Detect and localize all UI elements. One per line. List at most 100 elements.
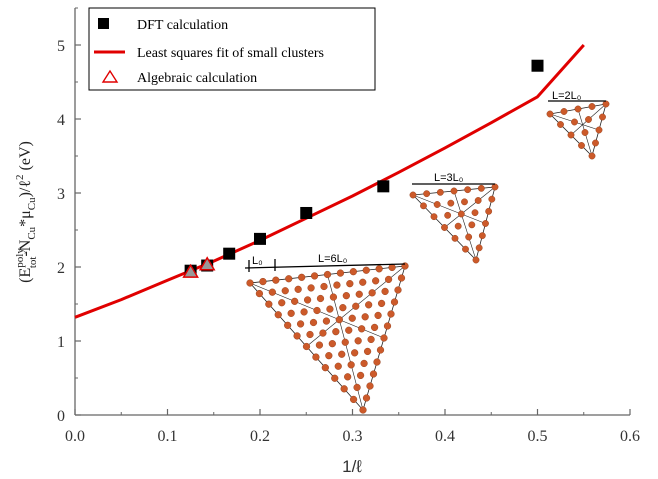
cluster-atom: [341, 385, 348, 392]
cluster-atom: [352, 303, 359, 310]
cluster-atom: [355, 337, 362, 344]
legend-dft-marker: [98, 18, 109, 29]
cluster-atom: [284, 322, 291, 329]
cluster-atom: [278, 299, 285, 306]
cluster-atom: [371, 324, 378, 331]
cluster-atom: [323, 318, 330, 325]
dft-point: [532, 60, 544, 72]
cluster-atom: [275, 311, 282, 318]
cluster-atom: [398, 275, 405, 282]
cluster-atom: [578, 142, 584, 148]
y-tick-label: 3: [57, 186, 65, 203]
cluster-atom: [582, 129, 588, 135]
legend-fit-label: Least squares fit of small clusters: [137, 46, 324, 61]
cluster-atom: [485, 208, 491, 214]
cluster-atom: [265, 301, 272, 308]
x-tick-label: 0.1: [158, 428, 178, 445]
cluster-atom: [314, 307, 321, 314]
cluster-atom: [464, 186, 470, 192]
dft-point: [254, 233, 266, 245]
cluster-atom: [376, 265, 383, 272]
cluster-atom: [367, 383, 374, 390]
cluster-atom: [368, 336, 375, 343]
cluster-atom: [410, 192, 416, 198]
cluster-atom: [331, 375, 338, 382]
cluster-atom: [489, 196, 495, 202]
cluster-atom: [391, 299, 398, 306]
cluster-atom: [272, 277, 279, 284]
cluster-atom: [358, 325, 365, 332]
cluster-atom: [461, 199, 467, 205]
cluster-atom: [589, 153, 595, 159]
cluster-atom: [291, 298, 298, 305]
cluster-atom: [599, 114, 605, 120]
cluster-atom: [448, 200, 454, 206]
cluster-atom: [345, 327, 352, 334]
cluster-atom: [330, 294, 337, 301]
cluster-atom: [349, 315, 356, 322]
cluster-atom: [395, 287, 402, 294]
cluster-atom: [269, 289, 276, 296]
cluster-atom: [301, 309, 308, 316]
cluster-atom: [310, 319, 317, 326]
cluster-atom: [363, 395, 370, 402]
cluster-atom: [320, 330, 327, 337]
dft-point: [300, 207, 312, 219]
annotation-l2: L=2L₀: [552, 90, 581, 102]
cluster-atom: [444, 212, 450, 218]
cluster-atom: [420, 203, 426, 209]
cluster-atom: [350, 268, 357, 275]
y-tick-label: 5: [57, 38, 65, 55]
cluster-atom: [473, 257, 479, 263]
cluster-atom: [329, 340, 336, 347]
cluster-atom: [479, 232, 485, 238]
cluster-atom: [303, 343, 310, 350]
cluster-atom: [571, 119, 577, 125]
legend-dft-label: DFT calculation: [137, 18, 228, 33]
cluster-atom: [338, 351, 345, 358]
x-tick-label: 0.4: [435, 428, 455, 445]
cluster-atom: [348, 361, 355, 368]
x-tick-label: 0.5: [528, 428, 548, 445]
cluster-l3: [410, 184, 498, 263]
cluster-atom: [294, 333, 301, 340]
cluster-atom: [561, 108, 567, 114]
cluster-atom: [378, 300, 385, 307]
cluster-atom: [423, 190, 429, 196]
cluster-atom: [285, 275, 292, 282]
cluster-atom: [452, 235, 458, 241]
annotation-l3: L=3L₀: [434, 172, 463, 184]
cluster-atom: [374, 359, 381, 366]
cluster-atom: [388, 311, 395, 318]
cluster-atom: [295, 286, 302, 293]
cluster-atom: [335, 363, 342, 370]
cluster-atom: [324, 271, 331, 278]
annotation-l6: L=6L₀: [318, 253, 347, 265]
cluster-atom: [288, 310, 295, 317]
x-axis-label: 1/ℓ: [342, 457, 362, 476]
cluster-atom: [365, 301, 372, 308]
cluster-atom: [557, 121, 563, 127]
cluster-atom: [342, 339, 349, 346]
cluster-atom: [298, 274, 305, 281]
cluster-atom: [385, 276, 392, 283]
cluster-atom: [478, 185, 484, 191]
cluster-atom: [389, 264, 396, 271]
cluster-atom: [350, 396, 357, 403]
cluster-atom: [351, 349, 358, 356]
cluster-atom: [256, 290, 263, 297]
legend: DFT calculation Least squares fit of sma…: [89, 8, 375, 90]
cluster-atom: [334, 282, 341, 289]
cluster-atom: [364, 348, 371, 355]
cluster-atom: [492, 184, 498, 190]
dft-point: [377, 180, 389, 192]
cluster-atom: [356, 291, 363, 298]
cluster-atom: [336, 316, 343, 323]
cluster-atom: [469, 222, 475, 228]
cluster-atom: [585, 116, 591, 122]
cluster-atom: [247, 280, 254, 287]
cluster-atom: [375, 312, 382, 319]
cluster-atom: [327, 306, 334, 313]
y-tick-label: 0: [57, 408, 65, 425]
